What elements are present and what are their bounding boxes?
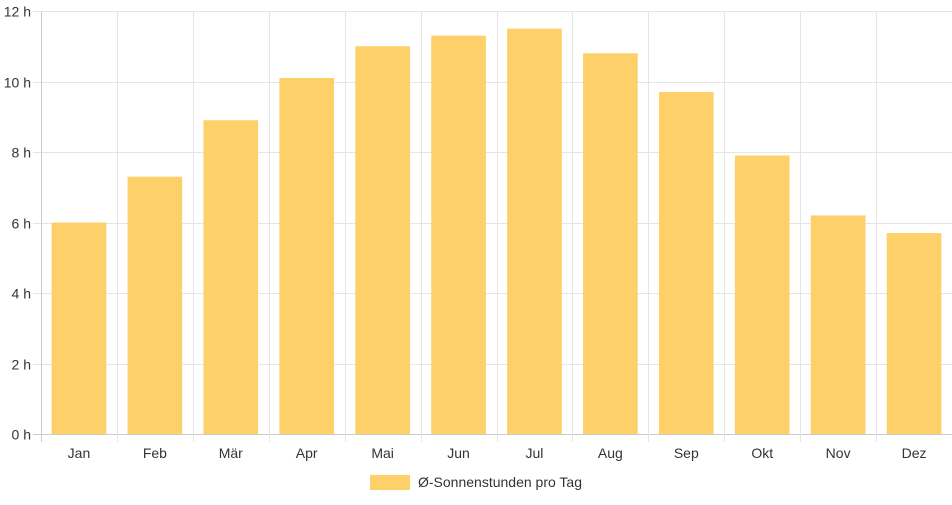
x-tick-label: Jun [447,445,470,461]
bar-sep[interactable] [658,92,714,434]
x-tick-label: Mär [219,445,243,461]
x-axis: Jan Feb Mär Apr Mai Jun Jul Aug Sep Okt Nov Dez [68,445,927,461]
legend[interactable]: Ø-Sonnenstunden pro Tag [370,474,582,490]
y-tick-label: 4 h [12,286,31,302]
y-tick-label: 2 h [12,357,31,373]
x-tick-label: Aug [598,445,623,461]
y-tick-label: 6 h [12,216,31,232]
bar-aug[interactable] [583,53,638,435]
x-tick-label: Mai [371,445,394,461]
bar-series [51,28,942,435]
bar-apr[interactable] [279,77,335,434]
y-tick-label: 12 h [4,4,31,20]
y-tick-label: 0 h [12,427,31,443]
bar-jun[interactable] [431,35,486,435]
x-tick-label: Nov [826,445,851,461]
bar-mai[interactable] [355,46,410,434]
x-tick-label: Feb [143,445,167,461]
bar-jan[interactable] [51,222,107,435]
bar-nov[interactable] [810,215,866,434]
bar-feb[interactable] [127,176,183,435]
bar-mär[interactable] [203,120,259,435]
y-axis: 0 h 2 h 4 h 6 h 8 h 10 h 12 h [4,4,31,443]
y-tick-label: 8 h [12,145,31,161]
grid-lines [33,11,952,442]
y-tick-label: 10 h [4,75,31,91]
x-tick-label: Jan [68,445,91,461]
x-tick-label: Sep [674,445,699,461]
legend-label[interactable]: Ø-Sonnenstunden pro Tag [418,474,582,490]
bar-jul[interactable] [507,28,562,434]
x-tick-label: Jul [526,445,544,461]
legend-swatch[interactable] [370,475,410,490]
x-tick-label: Okt [751,445,773,461]
x-tick-label: Dez [902,445,927,461]
bar-okt[interactable] [734,155,790,434]
x-tick-label: Apr [296,445,318,461]
bar-dez[interactable] [886,233,942,434]
